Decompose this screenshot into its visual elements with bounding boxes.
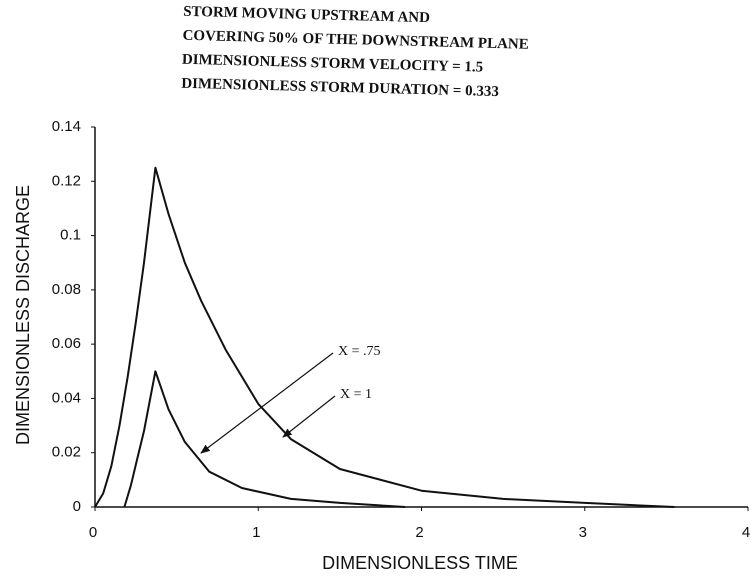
y-tick-label: 0.06 <box>52 335 81 352</box>
x-tick-label: 3 <box>579 524 587 541</box>
title: STORM MOVING UPSTREAM AND COVERING 50% O… <box>181 4 529 100</box>
series-line <box>123 370 406 508</box>
title-line: DIMENSIONLESS STORM VELOCITY = 1.5 <box>182 52 484 76</box>
title-line: DIMENSIONLESS STORM DURATION = 0.333 <box>181 76 499 100</box>
annotation: X = .75 <box>338 344 381 359</box>
y-axis-label: DIMENSIONLESS DISCHARGE <box>13 185 33 445</box>
y-tick-label: 0 <box>73 498 81 515</box>
x-tick-label: 2 <box>415 524 423 541</box>
y-tick-label: 0.1 <box>60 227 81 244</box>
y-tick-label: 0.14 <box>52 118 81 135</box>
y-tick-label: 0.08 <box>52 281 81 298</box>
y-tick-label: 0.04 <box>52 389 81 406</box>
title-line: STORM MOVING UPSTREAM AND <box>183 4 430 26</box>
y-tick-label: 0.02 <box>52 444 81 461</box>
annotation: X = 1 <box>340 387 372 402</box>
x-tick-label: 1 <box>252 524 260 541</box>
series-line <box>94 166 675 508</box>
x-tick-label: 0 <box>89 524 97 541</box>
x-axis-label: DIMENSIONLESS TIME <box>322 553 518 573</box>
x-tick-label: 4 <box>742 524 750 541</box>
annotation-arrow <box>200 352 334 454</box>
annotation-arrow <box>282 395 336 438</box>
y-tick-label: 0.12 <box>52 172 81 189</box>
title-line: COVERING 50% OF THE DOWNSTREAM PLANE <box>182 28 529 53</box>
